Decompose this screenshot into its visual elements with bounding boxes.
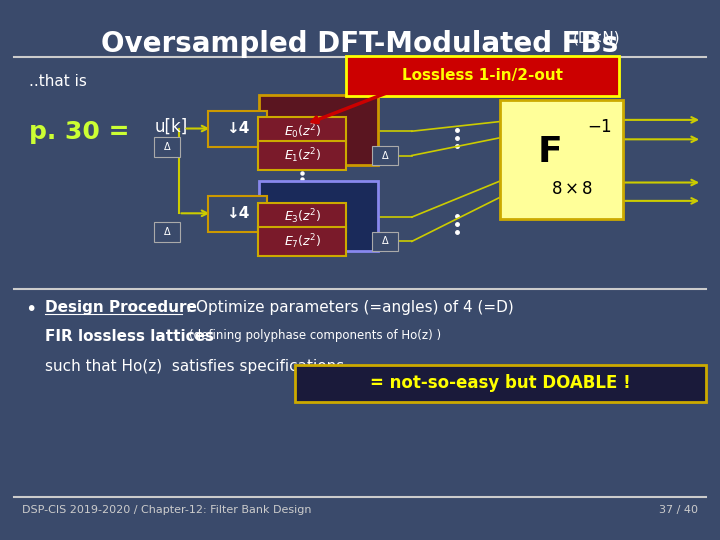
FancyBboxPatch shape [500,100,623,219]
FancyBboxPatch shape [258,141,346,170]
Text: (D<N): (D<N) [572,31,620,46]
Text: ↓4: ↓4 [226,206,249,221]
Text: Design Procedure: Design Procedure [45,300,197,315]
Text: (defining polyphase components of Ho(z) ): (defining polyphase components of Ho(z) … [189,329,441,342]
FancyBboxPatch shape [258,227,346,256]
Text: such that Ho(z)  satisfies specifications.: such that Ho(z) satisfies specifications… [45,359,348,374]
Text: $8\times8$: $8\times8$ [552,180,593,198]
FancyBboxPatch shape [372,232,398,251]
FancyBboxPatch shape [154,137,180,157]
Text: •: • [25,300,37,319]
FancyBboxPatch shape [258,202,346,232]
FancyBboxPatch shape [259,94,378,165]
Text: Δ: Δ [163,142,171,152]
Text: $E_3(z^2)$: $E_3(z^2)$ [284,208,321,226]
FancyBboxPatch shape [208,196,267,232]
FancyBboxPatch shape [346,56,619,96]
Text: $E_7(z^2)$: $E_7(z^2)$ [284,232,321,251]
Text: u[k]: u[k] [155,118,188,136]
FancyBboxPatch shape [208,111,267,147]
FancyBboxPatch shape [154,222,180,242]
Text: FIR lossless lattices: FIR lossless lattices [45,329,214,345]
Text: DSP-CIS 2019-2020 / Chapter-12: Filter Bank Design: DSP-CIS 2019-2020 / Chapter-12: Filter B… [22,505,311,515]
Text: $E_1(z^2)$: $E_1(z^2)$ [284,146,321,165]
Text: Lossless 1-in/2-out: Lossless 1-in/2-out [402,68,563,83]
Text: : Optimize parameters (=angles) of 4 (=D): : Optimize parameters (=angles) of 4 (=D… [186,300,513,315]
FancyBboxPatch shape [295,364,706,402]
Text: = not-so-easy but DOABLE !: = not-so-easy but DOABLE ! [370,374,631,393]
FancyBboxPatch shape [258,117,346,146]
Text: Δ: Δ [382,237,389,246]
Text: $\mathbf{F}$: $\mathbf{F}$ [537,136,560,169]
Text: Δ: Δ [163,227,171,237]
FancyBboxPatch shape [259,181,378,251]
FancyBboxPatch shape [372,146,398,165]
Text: $E_0(z^2)$: $E_0(z^2)$ [284,122,321,140]
Text: $-1$: $-1$ [587,118,612,136]
Text: Δ: Δ [382,151,389,160]
Text: Oversampled DFT-Modulated FBs: Oversampled DFT-Modulated FBs [102,30,618,58]
Text: ↓4: ↓4 [226,121,249,136]
Text: p. 30 =: p. 30 = [29,120,130,144]
Text: 37 / 40: 37 / 40 [660,505,698,515]
Text: ..that is: ..that is [29,73,86,89]
